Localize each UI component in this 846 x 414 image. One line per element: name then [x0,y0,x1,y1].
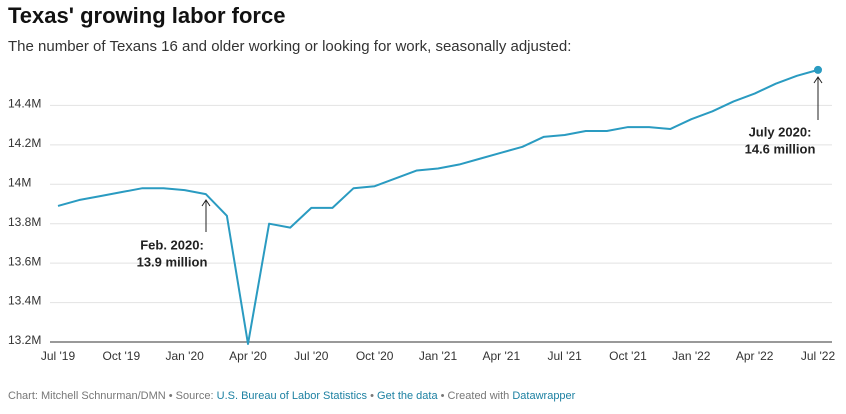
annotation-arrowhead [201,199,211,207]
footer-credit: Chart: Mitchell Schnurman/DMN • Source: [8,390,217,402]
x-tick-label: Apr '20 [229,349,267,363]
y-tick-label: 13.8M [8,215,41,229]
annotation: Feb. 2020: [140,237,204,252]
source-link[interactable]: U.S. Bureau of Labor Statistics [217,390,368,402]
x-tick-label: Apr '21 [483,349,521,363]
x-tick-label: Jan '20 [166,349,205,363]
y-tick-label: 14.2M [8,136,41,150]
tool-link[interactable]: Datawrapper [512,390,575,402]
chart-title: Texas' growing labor force [8,3,285,28]
x-tick-label: Jul '20 [294,349,329,363]
data-link[interactable]: Get the data [377,390,438,402]
end-point [814,65,822,74]
x-tick-label: Oct '20 [356,349,394,363]
y-tick-label: 14.4M [8,97,41,111]
y-tick-label: 13.2M [8,333,41,347]
x-tick-label: Oct '21 [609,349,647,363]
x-tick-label: Jul '19 [41,349,76,363]
footer-sep: • [367,390,377,402]
y-tick-label: 13.6M [8,254,41,268]
annotation: July 2020: [749,124,812,139]
x-tick-label: Jul '21 [548,349,583,363]
y-tick-label: 13.4M [8,294,41,308]
x-tick-label: Apr '22 [736,349,774,363]
y-tick-label: 14M [8,175,31,189]
line [57,68,819,345]
chart-subtitle: The number of Texans 16 and older workin… [8,38,571,55]
x-tick-label: Jan '21 [419,349,458,363]
x-tick-label: Jul '22 [801,349,836,363]
annotation: 13.9 million [137,254,208,269]
x-tick-label: Oct '19 [103,349,141,363]
footer-sep: • Created with [438,390,513,402]
annotation: 14.6 million [745,141,816,156]
annotation-arrowhead [813,76,823,84]
footer: Chart: Mitchell Schnurman/DMN • Source: … [8,390,576,402]
x-tick-label: Jan '22 [672,349,711,363]
